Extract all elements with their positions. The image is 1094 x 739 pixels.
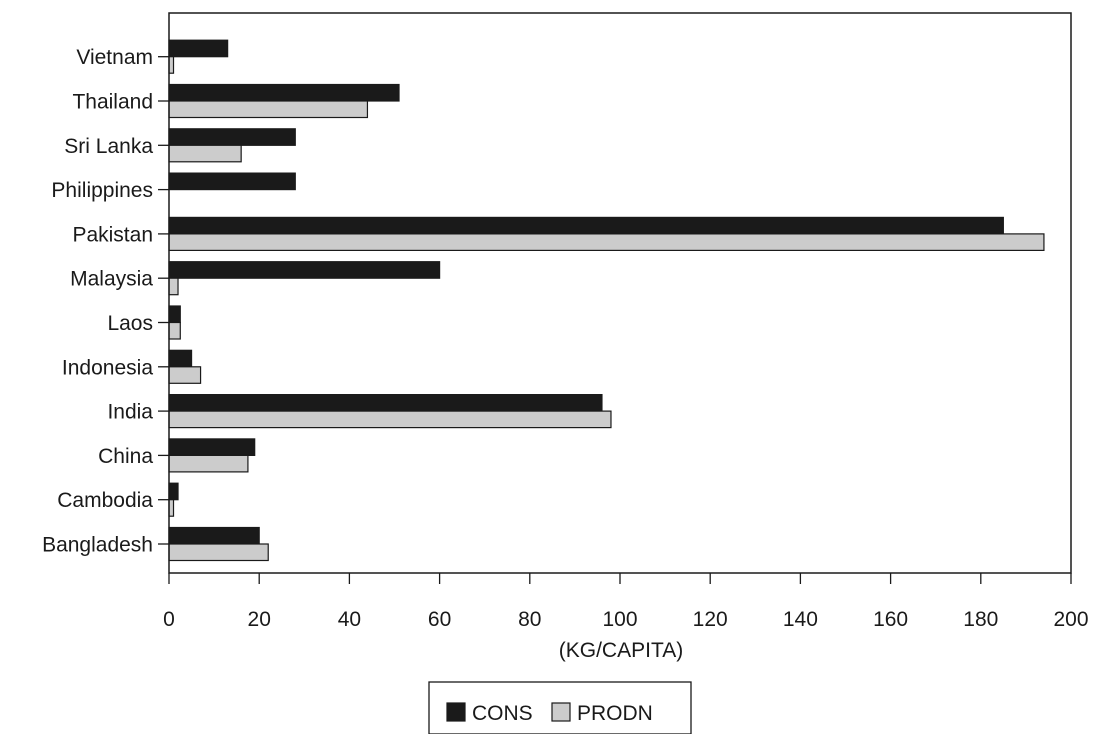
x-tick-label: 160 <box>873 608 908 631</box>
y-tick-label: Thailand <box>72 91 153 114</box>
y-tick-label: Vietnam <box>76 46 153 69</box>
legend-label-prodn: PRODN <box>577 702 653 725</box>
y-tick-label: Cambodia <box>57 489 153 512</box>
bar-prodn-china <box>168 454 249 473</box>
y-tick-label: Pakistan <box>72 223 153 246</box>
bar-cons-philippines <box>168 172 296 191</box>
y-tick-label: Philippines <box>51 179 153 202</box>
y-tick-label: Sri Lanka <box>64 135 153 158</box>
x-axis-title: (KG/CAPITA) <box>559 639 683 662</box>
y-tick-label: Malaysia <box>70 268 153 291</box>
x-tick-label: 40 <box>338 608 361 631</box>
legend-swatch-cons <box>446 702 466 722</box>
bar-cons-bangladesh <box>168 526 260 545</box>
y-tick-label: China <box>98 445 153 468</box>
bar-cons-laos <box>168 305 181 324</box>
y-tick-label: India <box>107 401 153 424</box>
x-tick-label: 180 <box>963 608 998 631</box>
legend: CONS PRODN <box>428 681 692 735</box>
y-tick-label: Indonesia <box>62 356 153 379</box>
bar-cons-thailand <box>168 83 400 102</box>
y-tick-label: Bangladesh <box>42 534 153 557</box>
bar-cons-malaysia <box>168 261 441 279</box>
bar-prodn-india <box>168 410 612 429</box>
bar-cons-vietnam <box>168 39 229 58</box>
bar-prodn-malaysia <box>168 277 179 296</box>
x-tick-label: 120 <box>693 608 728 631</box>
bar-cons-china <box>168 438 256 456</box>
legend-label-cons: CONS <box>472 702 533 725</box>
bar-cons-cambodia <box>168 482 179 501</box>
bar-cons-pakistan <box>168 216 1004 235</box>
x-tick-label: 0 <box>163 608 175 631</box>
bar-prodn-thailand <box>168 100 369 119</box>
bar-prodn-indonesia <box>168 366 202 384</box>
bar-cons-india <box>168 394 603 412</box>
x-tick-label: 200 <box>1053 608 1088 631</box>
bar-prodn-laos <box>168 321 181 340</box>
bar-prodn-bangladesh <box>168 543 269 562</box>
x-tick-label: 20 <box>248 608 271 631</box>
bars-layer <box>168 39 1045 562</box>
bar-cons-indonesia <box>168 349 193 368</box>
x-tick-label: 100 <box>602 608 637 631</box>
x-tick-label: 60 <box>428 608 451 631</box>
legend-swatch-prodn <box>551 702 571 722</box>
x-tick-label: 140 <box>783 608 818 631</box>
bar-cons-sri-lanka <box>168 128 296 146</box>
x-tick-label: 80 <box>518 608 541 631</box>
x-axis: 0 20 40 60 80 100 120 140 160 180 200 <box>163 573 1089 631</box>
bar-prodn-pakistan <box>168 233 1045 251</box>
y-axis: Bangladesh Cambodia China India Indonesia Lao… <box>42 46 169 557</box>
y-tick-label: Laos <box>107 312 153 335</box>
bar-prodn-sri-lanka <box>168 144 242 163</box>
